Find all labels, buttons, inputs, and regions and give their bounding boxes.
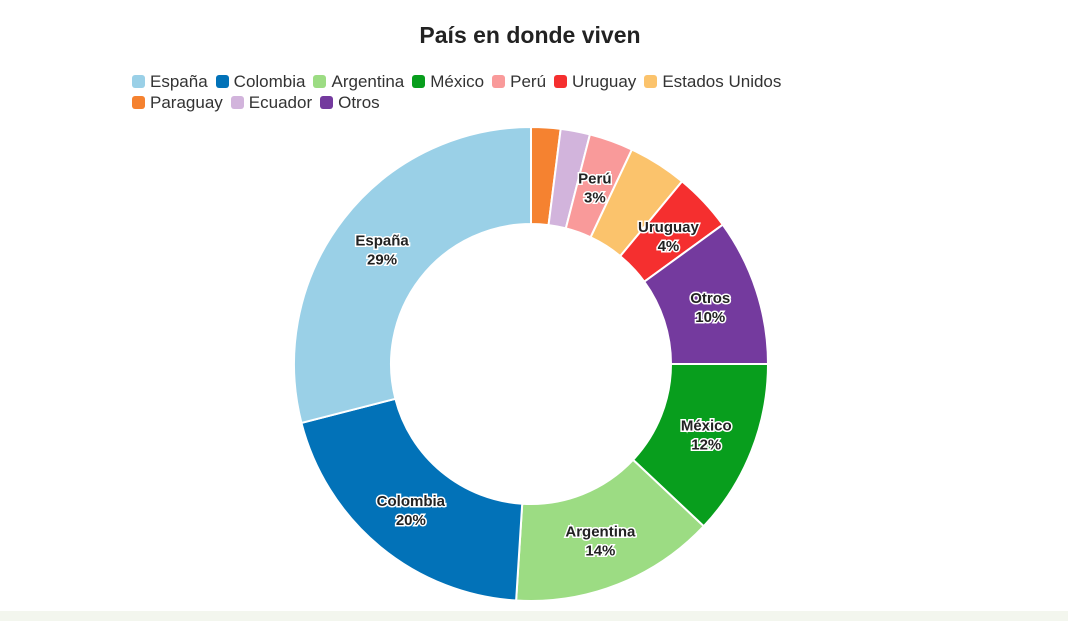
legend-swatch — [320, 96, 334, 109]
slice-label: Argentina 14% — [565, 523, 636, 559]
slice-colombia[interactable] — [300, 397, 524, 602]
legend-label: México — [430, 72, 485, 91]
chart-title: País en donde viven — [419, 22, 641, 48]
legend-label: España — [150, 72, 208, 91]
legend-swatch — [230, 96, 244, 109]
slice-label: España 29% — [355, 232, 409, 268]
legend-label: Paraguay — [150, 93, 223, 112]
legend-swatch — [554, 75, 568, 88]
legend-swatch — [132, 96, 145, 109]
legend-label: Estados Unidos — [662, 72, 782, 91]
legend-item[interactable]: Ecuador — [230, 92, 313, 113]
legend-item[interactable]: Otros — [320, 92, 380, 113]
legend-item[interactable]: Paraguay — [132, 92, 223, 113]
legend-item[interactable]: Colombia — [215, 71, 306, 92]
legend-item[interactable]: Uruguay — [554, 71, 636, 92]
legend-label: Otros — [338, 93, 380, 112]
legend-label: Perú — [510, 72, 547, 91]
legend-swatch — [492, 75, 506, 88]
legend-item[interactable]: Perú — [492, 71, 546, 92]
legend-swatch — [644, 75, 658, 88]
legend: España Colombia Argentina México Perú Uruguay… — [132, 71, 852, 113]
legend-label: Uruguay — [572, 72, 637, 91]
legend-swatch — [132, 75, 145, 88]
legend-item[interactable]: Argentina — [313, 71, 404, 92]
legend-item[interactable]: España — [132, 71, 208, 92]
slice-label: Uruguay 4% — [638, 219, 700, 255]
legend-swatch — [412, 75, 426, 88]
legend-label: Argentina — [331, 72, 405, 91]
slice-españa[interactable] — [293, 125, 532, 425]
slice-label: Perú 3% — [578, 171, 611, 207]
legend-swatch — [313, 75, 327, 88]
slice-label: Colombia 20% — [377, 493, 446, 529]
slice-label: Otros 10% — [690, 290, 730, 326]
legend-swatch — [215, 75, 229, 88]
footer-band — [0, 611, 1068, 621]
legend-item[interactable]: México — [412, 71, 484, 92]
legend-label: Colombia — [233, 72, 306, 91]
slice-label: México 12% — [681, 417, 732, 453]
legend-item[interactable]: Estados Unidos — [644, 71, 781, 92]
legend-label: Ecuador — [248, 93, 313, 112]
